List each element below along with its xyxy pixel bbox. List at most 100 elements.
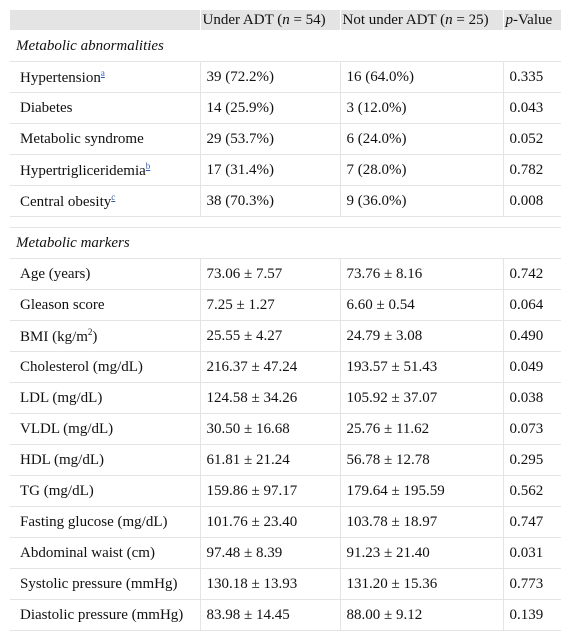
- table-row: Gleason score 7.25 ± 1.27 6.60 ± 0.54 0.064: [10, 289, 561, 321]
- header-p-value: p-Value: [503, 10, 562, 31]
- value-under-adt: 17 (31.4%): [200, 154, 341, 186]
- value-p: 0.031: [503, 537, 561, 569]
- row-label-text: HDL (mg/dL): [20, 451, 105, 468]
- footnote-link[interactable]: a: [100, 67, 105, 78]
- row-label: Metabolic syndrome: [10, 123, 201, 155]
- value-not-under-adt: 91.23 ± 21.40: [340, 537, 504, 569]
- section-title: Metabolic abnormalities: [10, 30, 561, 62]
- row-label: TG (mg/dL): [10, 475, 201, 507]
- section-title: Metabolic markers: [10, 227, 561, 259]
- value-p: 0.490: [503, 320, 561, 352]
- table-row: BMI (kg/m2) 25.55 ± 4.27 24.79 ± 3.08 0.490: [10, 320, 561, 352]
- table-row: Diabetes 14 (25.9%) 3 (12.0%) 0.043: [10, 92, 561, 124]
- value-not-under-adt: 3 (12.0%): [340, 92, 504, 124]
- row-label-text: LDL (mg/dL): [20, 389, 103, 406]
- row-label-text: Systolic pressure (mmHg): [20, 575, 178, 592]
- row-label: Gleason score: [10, 289, 201, 321]
- header-blank: [10, 10, 201, 31]
- value-not-under-adt: 56.78 ± 12.78: [340, 444, 504, 476]
- value-under-adt: 25.55 ± 4.27: [200, 320, 341, 352]
- table-body: Metabolic abnormalities Hypertensiona 39 …: [10, 30, 561, 631]
- row-label-text: Age (years): [20, 265, 91, 282]
- value-not-under-adt: 131.20 ± 15.36: [340, 568, 504, 600]
- table-row: Metabolic syndrome 29 (53.7%) 6 (24.0%) 0.0…: [10, 123, 561, 155]
- row-label: LDL (mg/dL): [10, 382, 201, 414]
- value-not-under-adt: 6.60 ± 0.54: [340, 289, 504, 321]
- value-not-under-adt: 6 (24.0%): [340, 123, 504, 155]
- section-row-markers: Metabolic markers: [10, 227, 561, 259]
- value-p: 0.043: [503, 92, 561, 124]
- table-row: Cholesterol (mg/dL) 216.37 ± 47.24 193.57 …: [10, 351, 561, 383]
- footnote-link[interactable]: c: [111, 191, 116, 202]
- row-label: Diastolic pressure (mmHg): [10, 599, 201, 631]
- value-not-under-adt: 7 (28.0%): [340, 154, 504, 186]
- table-row: Age (years) 73.06 ± 7.57 73.76 ± 8.16 0.742: [10, 258, 561, 290]
- value-p: 0.742: [503, 258, 561, 290]
- value-p: 0.335: [503, 61, 561, 93]
- value-p: 0.773: [503, 568, 561, 600]
- comparison-table: Under ADT (n = 54) Not under ADT (n = 25…: [10, 10, 562, 631]
- value-under-adt: 29 (53.7%): [200, 123, 341, 155]
- table-row: LDL (mg/dL) 124.58 ± 34.26 105.92 ± 37.07 0…: [10, 382, 561, 414]
- row-label-text: Hypertension: [20, 69, 101, 86]
- table-row: Systolic pressure (mmHg) 130.18 ± 13.93 13…: [10, 568, 561, 600]
- row-label-text: Diabetes: [20, 99, 73, 116]
- value-p: 0.747: [503, 506, 561, 538]
- value-not-under-adt: 24.79 ± 3.08: [340, 320, 504, 352]
- table-row: Hypertensiona 39 (72.2%) 16 (64.0%) 0.335: [10, 61, 561, 93]
- value-p: 0.064: [503, 289, 561, 321]
- section-spacer: [10, 216, 561, 228]
- row-label-text: Central obesity: [20, 193, 112, 210]
- value-under-adt: 159.86 ± 97.17: [200, 475, 341, 507]
- row-label-text: Hypertrigliceridemia: [20, 162, 146, 179]
- value-under-adt: 14 (25.9%): [200, 92, 341, 124]
- row-label-text: Diastolic pressure (mmHg): [20, 606, 184, 623]
- row-label: BMI (kg/m2): [10, 320, 201, 352]
- value-under-adt: 101.76 ± 23.40: [200, 506, 341, 538]
- value-p: 0.295: [503, 444, 561, 476]
- value-under-adt: 97.48 ± 8.39: [200, 537, 341, 569]
- row-label: Hypertrigliceridemiab: [10, 154, 201, 186]
- table-row: HDL (mg/dL) 61.81 ± 21.24 56.78 ± 12.78 0.2…: [10, 444, 561, 476]
- value-p: 0.049: [503, 351, 561, 383]
- row-label: Systolic pressure (mmHg): [10, 568, 201, 600]
- row-label: Age (years): [10, 258, 201, 290]
- value-not-under-adt: 73.76 ± 8.16: [340, 258, 504, 290]
- row-label: Diabetes: [10, 92, 201, 124]
- table-row: Abdominal waist (cm) 97.48 ± 8.39 91.23 ± …: [10, 537, 561, 569]
- row-label-text: Abdominal waist (cm): [20, 544, 155, 561]
- row-label: HDL (mg/dL): [10, 444, 201, 476]
- table-row: VLDL (mg/dL) 30.50 ± 16.68 25.76 ± 11.62 0.…: [10, 413, 561, 445]
- value-not-under-adt: 179.64 ± 195.59: [340, 475, 504, 507]
- value-not-under-adt: 16 (64.0%): [340, 61, 504, 93]
- row-label: VLDL (mg/dL): [10, 413, 201, 445]
- value-under-adt: 7.25 ± 1.27: [200, 289, 341, 321]
- value-p: 0.073: [503, 413, 561, 445]
- value-not-under-adt: 193.57 ± 51.43: [340, 351, 504, 383]
- value-p: 0.562: [503, 475, 561, 507]
- row-label-tail: ): [92, 328, 98, 345]
- row-label-text: TG (mg/dL): [20, 482, 94, 499]
- value-under-adt: 124.58 ± 34.26: [200, 382, 341, 414]
- value-p: 0.038: [503, 382, 561, 414]
- row-label: Cholesterol (mg/dL): [10, 351, 201, 383]
- value-under-adt: 39 (72.2%): [200, 61, 341, 93]
- row-label-text: Metabolic syndrome: [20, 130, 144, 147]
- value-under-adt: 73.06 ± 7.57: [200, 258, 341, 290]
- table-row: Hypertrigliceridemiab 17 (31.4%) 7 (28.0%)…: [10, 154, 561, 186]
- table-row: Diastolic pressure (mmHg) 83.98 ± 14.45 88…: [10, 599, 561, 631]
- value-not-under-adt: 9 (36.0%): [340, 185, 504, 217]
- row-label-text: VLDL (mg/dL): [20, 420, 114, 437]
- header-under-adt: Under ADT (n = 54): [200, 10, 341, 31]
- value-p: 0.052: [503, 123, 561, 155]
- row-label: Fasting glucose (mg/dL): [10, 506, 201, 538]
- value-not-under-adt: 103.78 ± 18.97: [340, 506, 504, 538]
- footnote-link[interactable]: b: [145, 160, 151, 171]
- row-label-text: Fasting glucose (mg/dL): [20, 513, 168, 530]
- value-p: 0.139: [503, 599, 561, 631]
- row-label: Abdominal waist (cm): [10, 537, 201, 569]
- row-label: Central obesityc: [10, 185, 201, 217]
- value-under-adt: 130.18 ± 13.93: [200, 568, 341, 600]
- header-not-under-adt: Not under ADT (n = 25): [340, 10, 504, 31]
- value-under-adt: 216.37 ± 47.24: [200, 351, 341, 383]
